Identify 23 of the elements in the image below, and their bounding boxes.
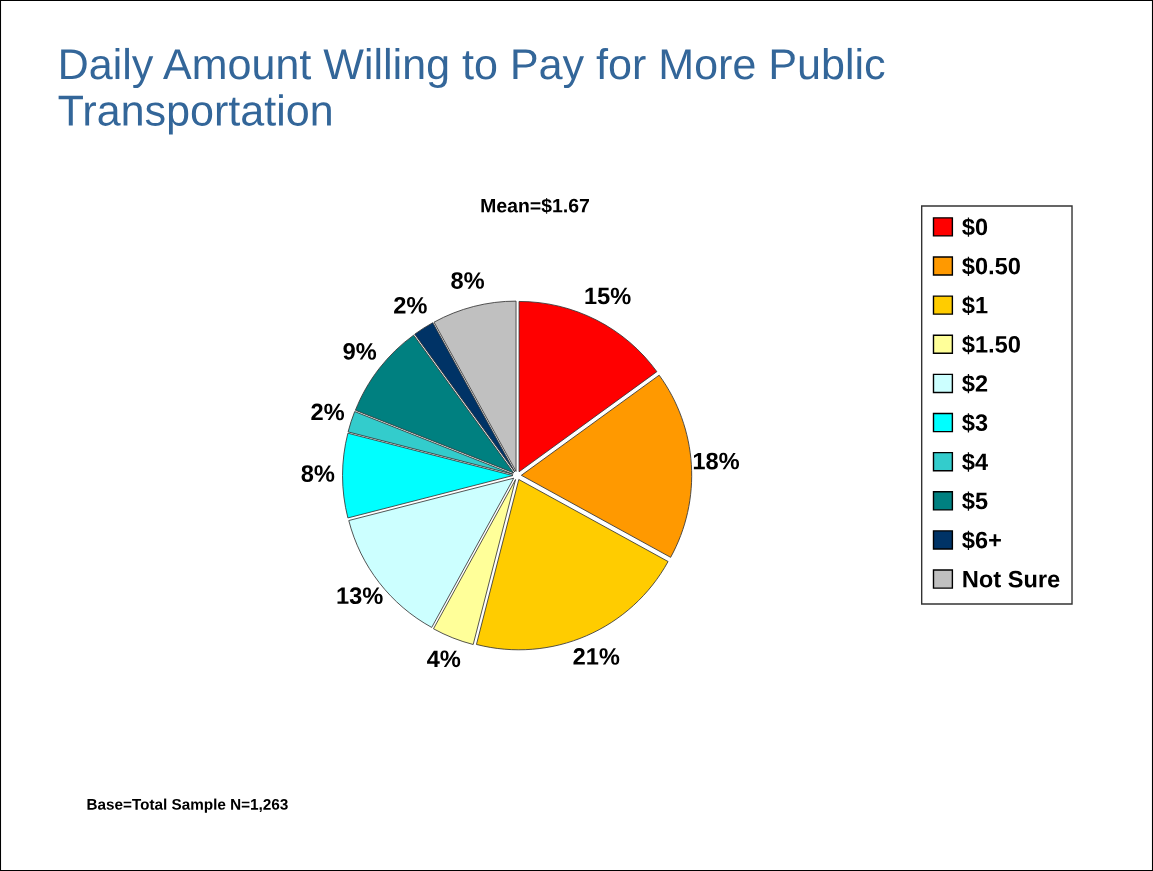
data-label: 9%	[343, 343, 377, 360]
legend-label: $2	[962, 374, 988, 394]
data-label: 2%	[311, 403, 345, 421]
legend-label: $1	[962, 295, 988, 316]
legend-label: $5	[962, 491, 988, 511]
data-label: 2%	[394, 296, 427, 314]
legend-label: $4	[962, 452, 988, 472]
legend-label: $0	[962, 217, 988, 237]
text: Base=Total Sample N=1,263	[87, 798, 288, 813]
legend-label: $0.50	[962, 256, 1020, 276]
legend-label: $1.50	[962, 334, 1020, 355]
data-label: 4%	[427, 650, 461, 668]
data-label: 8%	[451, 272, 484, 289]
legend-label: $6+	[962, 530, 1001, 550]
data-label: 15%	[585, 287, 631, 305]
data-label: 18%	[693, 452, 740, 470]
chart-title: Daily Amount Willing to Pay for More Public Transportation	[58, 47, 885, 135]
legend-label: $3	[962, 413, 988, 433]
data-label: 13%	[337, 587, 383, 605]
data-label: 21%	[573, 648, 620, 665]
chart-subtitle: Mean=$1.67	[481, 197, 589, 214]
legend-label: Not Sure	[963, 570, 1060, 588]
data-label: 8%	[301, 465, 335, 482]
